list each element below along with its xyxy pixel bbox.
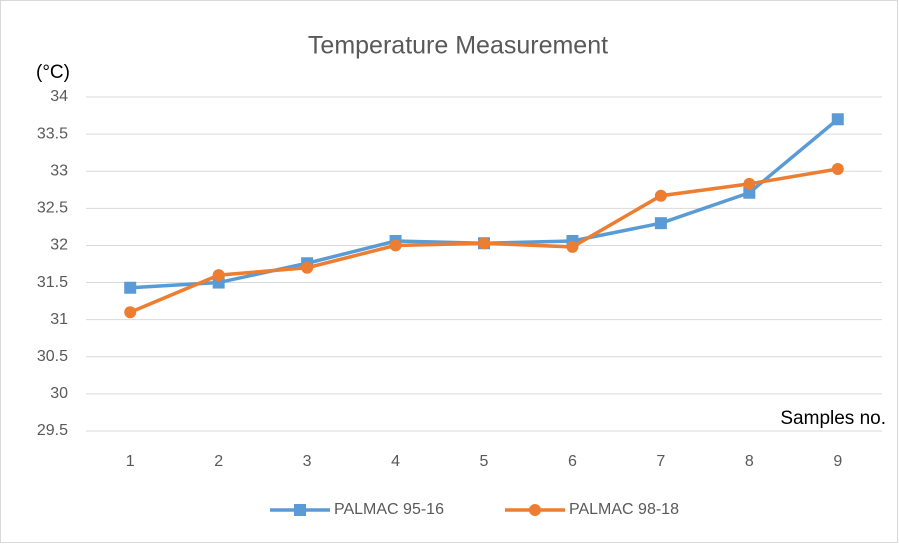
x-tick-label: 5	[480, 453, 489, 470]
chart-title: Temperature Measurement	[308, 32, 608, 60]
marker	[831, 113, 844, 126]
y-axis-label: (°C)	[36, 62, 70, 83]
marker	[389, 239, 402, 252]
marker	[743, 186, 756, 199]
marker	[831, 162, 844, 175]
x-axis-label: Samples no.	[780, 408, 886, 429]
marker	[124, 281, 137, 294]
y-tick-label: 30	[50, 385, 68, 402]
marker	[212, 269, 225, 282]
y-tick-label: 32.5	[37, 200, 68, 217]
x-tick-label: 8	[745, 453, 754, 470]
marker	[294, 504, 306, 516]
marker	[654, 217, 667, 230]
x-tick-label: 9	[833, 453, 842, 470]
marker	[124, 306, 137, 319]
legend-label: PALMAC 95-16	[334, 501, 444, 518]
x-tick-label: 6	[568, 453, 577, 470]
legend-label: PALMAC 98-18	[569, 501, 679, 518]
marker	[654, 189, 667, 202]
x-tick-label: 7	[656, 453, 665, 470]
y-tick-label: 31.5	[37, 274, 68, 291]
x-tick-label: 1	[126, 453, 135, 470]
marker	[478, 237, 490, 250]
y-tick-label: 31	[50, 311, 68, 328]
marker	[301, 261, 314, 274]
y-tick-label: 29.5	[37, 422, 68, 439]
x-tick-label: 2	[214, 453, 223, 470]
y-tick-label: 33	[50, 162, 68, 179]
y-tick-label: 33.5	[37, 125, 68, 142]
marker	[743, 177, 756, 190]
y-tick-label: 30.5	[37, 348, 68, 365]
x-tick-label: 4	[391, 453, 400, 470]
x-tick-label: 3	[303, 453, 312, 470]
y-tick-label: 34	[50, 88, 68, 105]
y-tick-label: 32	[50, 237, 68, 254]
marker	[529, 504, 541, 516]
marker	[566, 240, 579, 253]
